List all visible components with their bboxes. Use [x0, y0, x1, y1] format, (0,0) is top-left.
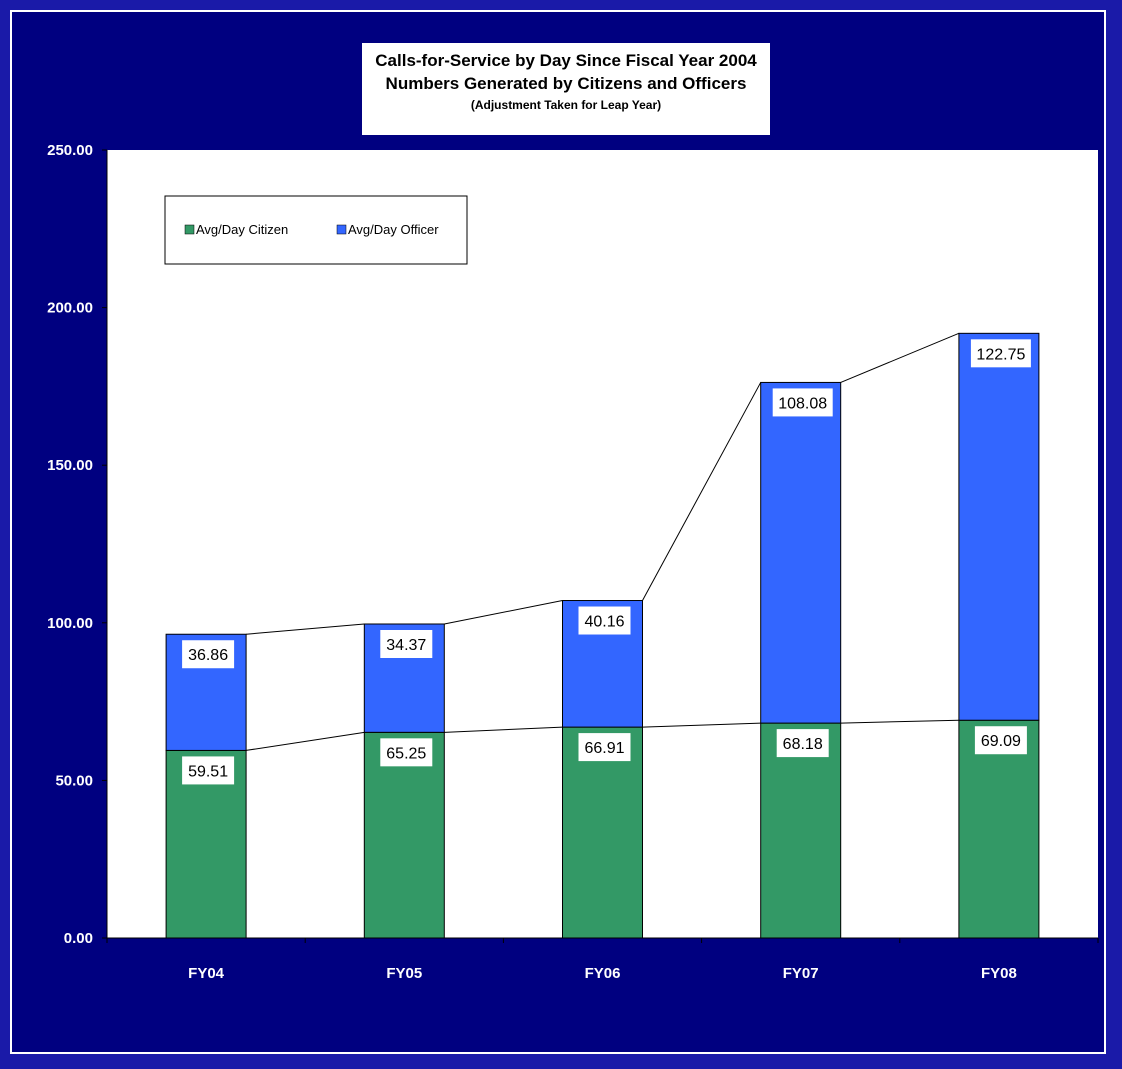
data-label-officer-fy04: 36.86 — [182, 640, 235, 669]
data-label-citizen-fy08: 69.09 — [974, 726, 1027, 755]
data-label-officer-fy06-box — [578, 606, 631, 635]
x-tick-label-fy06: FY06 — [585, 965, 621, 982]
data-label-officer-fy07-box — [772, 388, 833, 417]
legend-label-citizen: Avg/Day Citizen — [196, 222, 288, 237]
chart-title-box: Calls-for-Service by Day Since Fiscal Ye… — [362, 43, 770, 135]
data-label-officer-fy08-text: 122.75 — [976, 346, 1025, 363]
data-label-citizen-fy05: 65.25 — [380, 738, 433, 767]
legend-box — [164, 195, 468, 265]
data-label-citizen-fy06-text: 66.91 — [584, 740, 624, 757]
chart-note: (Adjustment Taken for Leap Year) — [470, 98, 662, 112]
data-label-citizen-fy07-text: 68.18 — [783, 736, 823, 753]
data-label-citizen-fy07-box — [776, 729, 829, 758]
data-label-officer-fy07: 108.08 — [772, 388, 833, 417]
legend: Avg/Day Citizen Avg/Day Officer — [164, 195, 468, 265]
axes-group: 0.00 50.00 100.00 150.00 200.00 250.00 FY04 FY0… — [47, 142, 1099, 982]
series-line-officer — [444, 600, 563, 625]
chart-title: Calls-for-Service by Day Since Fiscal Ye… — [375, 51, 757, 70]
y-tick-label: 50.00 — [55, 772, 93, 789]
data-label-citizen-fy04: 59.51 — [182, 756, 235, 785]
data-label-officer-fy04-text: 36.86 — [188, 647, 228, 664]
series-line-officer — [246, 623, 365, 635]
chart-subtitle: Numbers Generated by Citizens and Office… — [385, 74, 747, 93]
data-label-officer-fy08-box — [970, 339, 1031, 368]
y-tick-label: 250.00 — [47, 142, 93, 159]
x-tick-label-fy07: FY07 — [783, 965, 819, 982]
bar-citizen-fy07 — [760, 722, 842, 939]
series-line-citizen — [642, 722, 761, 728]
legend-swatch-citizen — [184, 224, 195, 235]
data-label-citizen-fy08-text: 69.09 — [981, 733, 1021, 750]
data-label-citizen-fy05-text: 65.25 — [386, 745, 426, 762]
series-line-officer — [642, 382, 762, 601]
data-label-officer-fy04-box — [182, 640, 235, 669]
x-tick-label-fy05: FY05 — [386, 965, 422, 982]
data-label-citizen-fy07: 68.18 — [776, 729, 829, 758]
legend-label-officer: Avg/Day Officer — [348, 222, 439, 237]
data-label-citizen-fy06-box — [578, 733, 631, 762]
data-label-officer-fy07-text: 108.08 — [778, 395, 827, 412]
bar-officer-fy07 — [760, 381, 842, 724]
series-line-citizen — [444, 726, 563, 733]
legend-swatch-officer — [336, 224, 347, 235]
data-label-citizen-fy06: 66.91 — [578, 733, 631, 762]
data-label-officer-fy05: 34.37 — [380, 629, 433, 658]
series-line-citizen — [840, 719, 959, 724]
y-tick-label: 100.00 — [47, 615, 93, 632]
series-line-citizen — [246, 731, 365, 751]
series-lines-group — [246, 332, 960, 751]
data-label-officer-fy08: 122.75 — [970, 339, 1031, 368]
bar-citizen-fy05 — [363, 731, 445, 939]
y-tick-label: 0.00 — [64, 930, 93, 947]
data-label-officer-fy06: 40.16 — [578, 606, 631, 635]
data-label-citizen-fy04-text: 59.51 — [188, 763, 228, 780]
data-label-officer-fy06-text: 40.16 — [584, 614, 624, 631]
bar-citizen-fy08 — [958, 719, 1040, 939]
data-label-officer-fy05-text: 34.37 — [386, 637, 426, 654]
bar-officer-fy08 — [958, 332, 1040, 721]
series-line-officer — [840, 332, 960, 383]
x-tick-label-fy04: FY04 — [188, 965, 225, 982]
data-label-officer-fy05-box — [380, 629, 433, 658]
data-label-citizen-fy08-box — [974, 726, 1027, 755]
data-label-citizen-fy04-box — [182, 756, 235, 785]
data-labels-group: 59.51 36.86 65.25 34.37 66.91 40.16 68.18 108.0… — [182, 339, 1031, 785]
y-tick-label: 150.00 — [47, 457, 93, 474]
data-label-citizen-fy05-box — [380, 738, 433, 767]
y-tick-label: 200.00 — [47, 300, 93, 317]
x-tick-label-fy08: FY08 — [981, 965, 1017, 982]
